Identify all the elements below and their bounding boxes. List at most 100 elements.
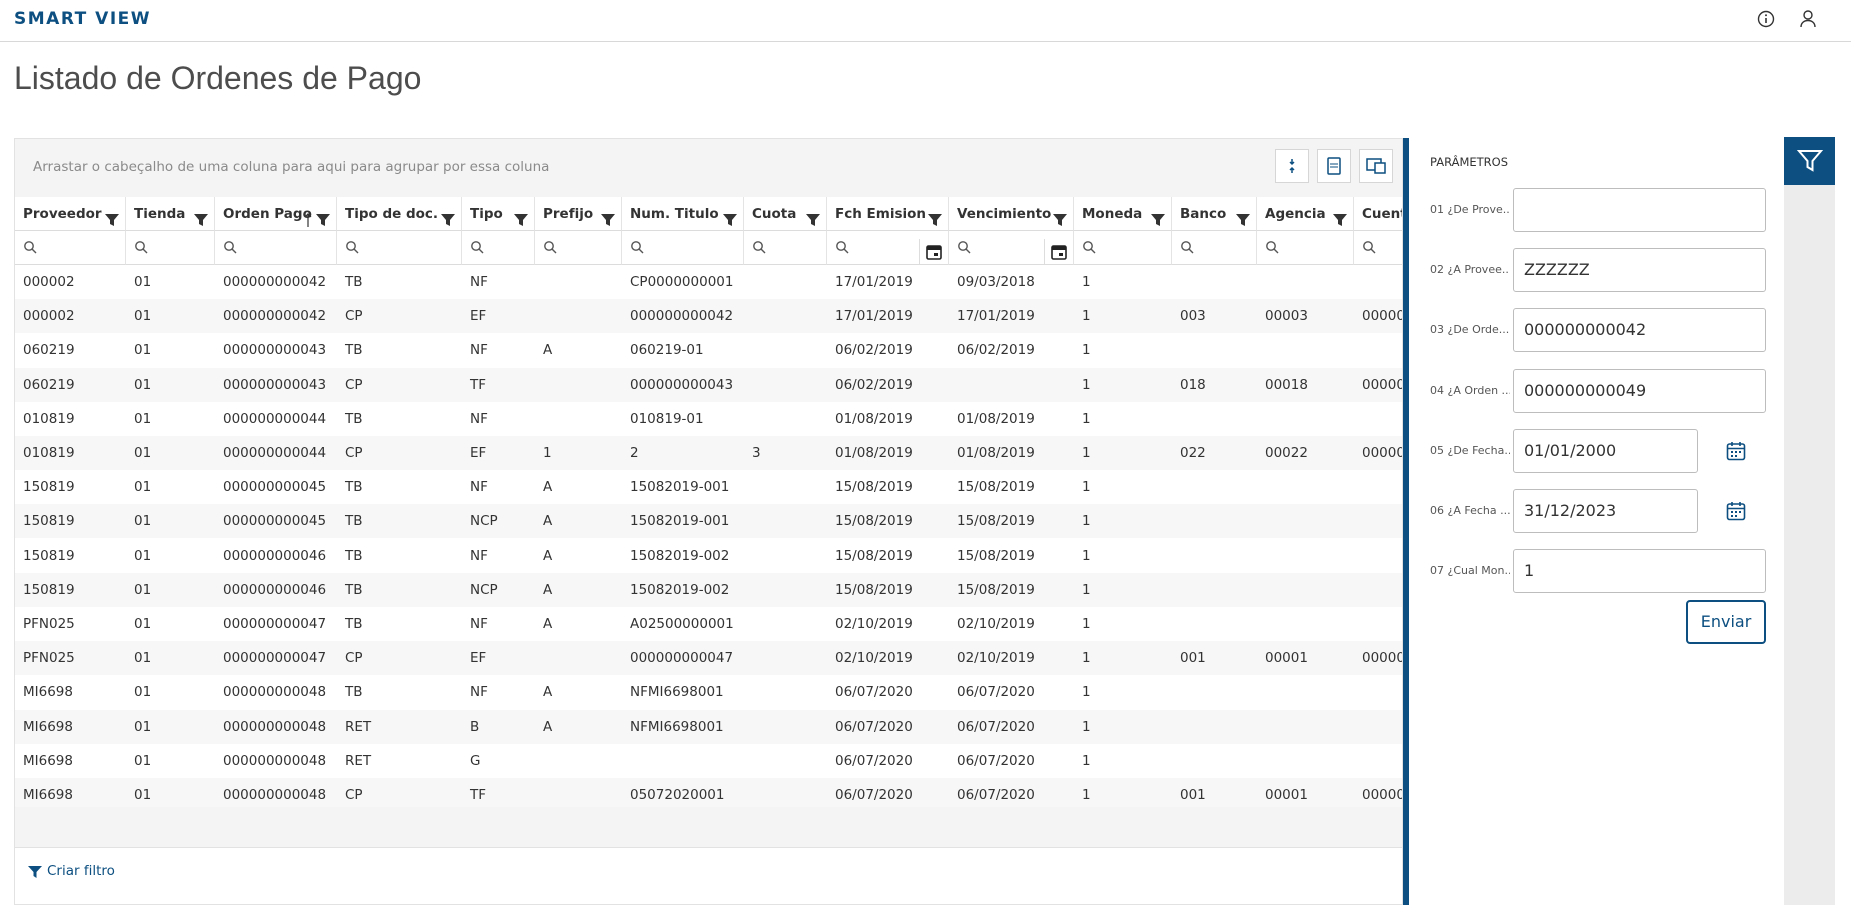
column-header[interactable]: Fch Emision <box>827 197 949 231</box>
user-icon[interactable] <box>1799 9 1817 29</box>
data-row[interactable]: 060219 01 000000000043 CP TF 000000000043 06/0… <box>15 367 1402 402</box>
column-header[interactable]: Agencia <box>1257 197 1354 231</box>
cell: NF <box>470 547 488 564</box>
column-filter[interactable] <box>514 206 528 230</box>
filter-toggle[interactable] <box>1784 137 1835 185</box>
param-input[interactable]: 31/12/2023 <box>1513 489 1698 533</box>
column-filter[interactable] <box>723 206 737 230</box>
data-row[interactable]: 000002 01 000000000042 TB NF CP0000000001 17/0… <box>15 265 1402 299</box>
column-header[interactable]: Orden Pago <box>215 197 337 231</box>
data-row[interactable]: 150819 01 000000000046 TB NCP A 15082019-002 15… <box>15 572 1402 607</box>
column-filter[interactable] <box>1151 206 1165 230</box>
data-row[interactable]: MI6698 01 000000000048 RET G 06/07/2020 06/07/… <box>15 744 1402 778</box>
cell: 17/01/2019 <box>835 274 913 290</box>
column-search[interactable] <box>1074 231 1172 265</box>
cell: 06/07/2020 <box>835 684 913 701</box>
date-picker[interactable] <box>1044 239 1067 264</box>
cell: 000000000048 <box>223 684 327 701</box>
cell: 00018 <box>1265 376 1308 393</box>
column-header[interactable]: Prefijo <box>535 197 622 231</box>
column-filter[interactable] <box>441 206 455 230</box>
column-filter[interactable] <box>316 206 330 230</box>
cell: 00022 <box>1265 445 1308 461</box>
column-search[interactable] <box>15 231 126 265</box>
app-title: SMART VIEW <box>14 9 152 29</box>
data-row[interactable]: 150819 01 000000000046 TB NF A 15082019-002 15/… <box>15 539 1402 573</box>
cell: 17/01/2019 <box>957 308 1035 325</box>
cell: 1 <box>1082 342 1091 359</box>
column-header[interactable]: Moneda <box>1074 197 1172 231</box>
column-filter[interactable] <box>601 206 615 230</box>
cell <box>744 402 827 436</box>
density-button[interactable] <box>1275 149 1309 183</box>
column-filter[interactable] <box>928 206 942 230</box>
param-input[interactable]: 01/01/2000 <box>1513 428 1698 473</box>
column-header[interactable]: Banco <box>1172 197 1257 231</box>
params-title: PARÂMETROS <box>1430 155 1509 169</box>
column-search[interactable] <box>337 231 462 265</box>
column-header[interactable]: Cuenta <box>1354 197 1402 231</box>
export-button[interactable] <box>1317 149 1351 183</box>
data-row[interactable]: MI6698 01 000000000048 CP TF 05072020001 06/07… <box>15 778 1402 807</box>
column-header[interactable]: Tienda <box>126 197 215 231</box>
submit-button[interactable]: Enviar <box>1686 600 1766 644</box>
column-filter[interactable] <box>194 206 208 230</box>
data-row[interactable]: 010819 01 000000000044 CP EF 1 2 3 01/08/2019 01/… <box>15 436 1402 470</box>
column-search[interactable] <box>126 231 215 265</box>
data-row[interactable]: 000002 01 000000000042 CP EF 000000000042 17/0… <box>15 299 1402 334</box>
column-filter[interactable] <box>1236 206 1250 230</box>
column-search[interactable] <box>462 231 535 265</box>
calendar-button[interactable] <box>1726 441 1746 465</box>
param-input[interactable]: 000000000049 <box>1513 368 1766 413</box>
column-header[interactable]: Num. Titulo <box>622 197 744 231</box>
header-row: Proveedor Tienda Orden Pago Tipo de doc. Tip… <box>15 197 1402 231</box>
sort-arrow[interactable] <box>304 206 312 230</box>
cell: 01 <box>134 616 152 632</box>
cell: 000000000048 <box>223 752 327 769</box>
calendar-button[interactable] <box>1726 501 1746 525</box>
data-row[interactable]: PFN025 01 000000000047 CP EF 000000000047 02/1… <box>15 641 1402 676</box>
data-row[interactable]: 010819 01 000000000044 TB NF 010819-01 01/08/2… <box>15 402 1402 436</box>
column-search[interactable] <box>827 231 949 265</box>
column-search[interactable] <box>1257 231 1354 265</box>
search-icon <box>1362 241 1376 258</box>
param-input[interactable]: 1 <box>1513 549 1766 594</box>
data-row[interactable]: MI6698 01 000000000048 RET B A NFMI6698001 06/0… <box>15 709 1402 744</box>
column-search[interactable] <box>1354 231 1402 265</box>
date-picker[interactable] <box>919 239 942 264</box>
filter-icon <box>28 866 42 878</box>
cell <box>1172 607 1257 641</box>
column-search[interactable] <box>1172 231 1257 265</box>
param-input[interactable] <box>1513 188 1766 232</box>
column-search[interactable] <box>535 231 622 265</box>
column-header[interactable]: Tipo <box>462 197 535 231</box>
create-filter-link[interactable]: Criar filtro <box>47 863 115 879</box>
column-filter[interactable] <box>806 206 820 230</box>
column-header[interactable]: Cuota <box>744 197 827 231</box>
cell <box>744 778 827 807</box>
cell: 05072020001 <box>630 787 725 803</box>
param-input[interactable]: ZZZZZZ <box>1513 248 1766 293</box>
column-search[interactable] <box>215 231 337 265</box>
param-input[interactable]: 000000000042 <box>1513 308 1766 353</box>
column-header[interactable]: Tipo de doc. <box>337 197 462 231</box>
data-row[interactable]: MI6698 01 000000000048 TB NF A NFMI6698001 06/0… <box>15 675 1402 709</box>
panel-divider[interactable] <box>1403 138 1409 905</box>
data-row[interactable]: PFN025 01 000000000047 TB NF A A02500000001 02/… <box>15 607 1402 641</box>
data-row[interactable]: 150819 01 000000000045 TB NCP A 15082019-001 15… <box>15 504 1402 539</box>
columns-button[interactable] <box>1359 149 1393 183</box>
column-search[interactable] <box>949 231 1074 265</box>
column-header[interactable]: Vencimiento <box>949 197 1074 231</box>
info-icon[interactable] <box>1757 10 1775 28</box>
data-row[interactable]: 060219 01 000000000043 TB NF A 060219-01 06/02/… <box>15 333 1402 367</box>
column-filter[interactable] <box>1053 206 1067 230</box>
column-search[interactable] <box>744 231 827 265</box>
param-label: 04 ¿A Orden ... <box>1430 383 1510 397</box>
column-header[interactable]: Proveedor <box>15 197 126 231</box>
cell: A <box>543 513 553 530</box>
column-filter[interactable] <box>1333 206 1347 230</box>
column-search[interactable] <box>622 231 744 265</box>
data-row[interactable]: 150819 01 000000000045 TB NF A 15082019-001 15/… <box>15 470 1402 504</box>
column-filter[interactable] <box>105 206 119 230</box>
